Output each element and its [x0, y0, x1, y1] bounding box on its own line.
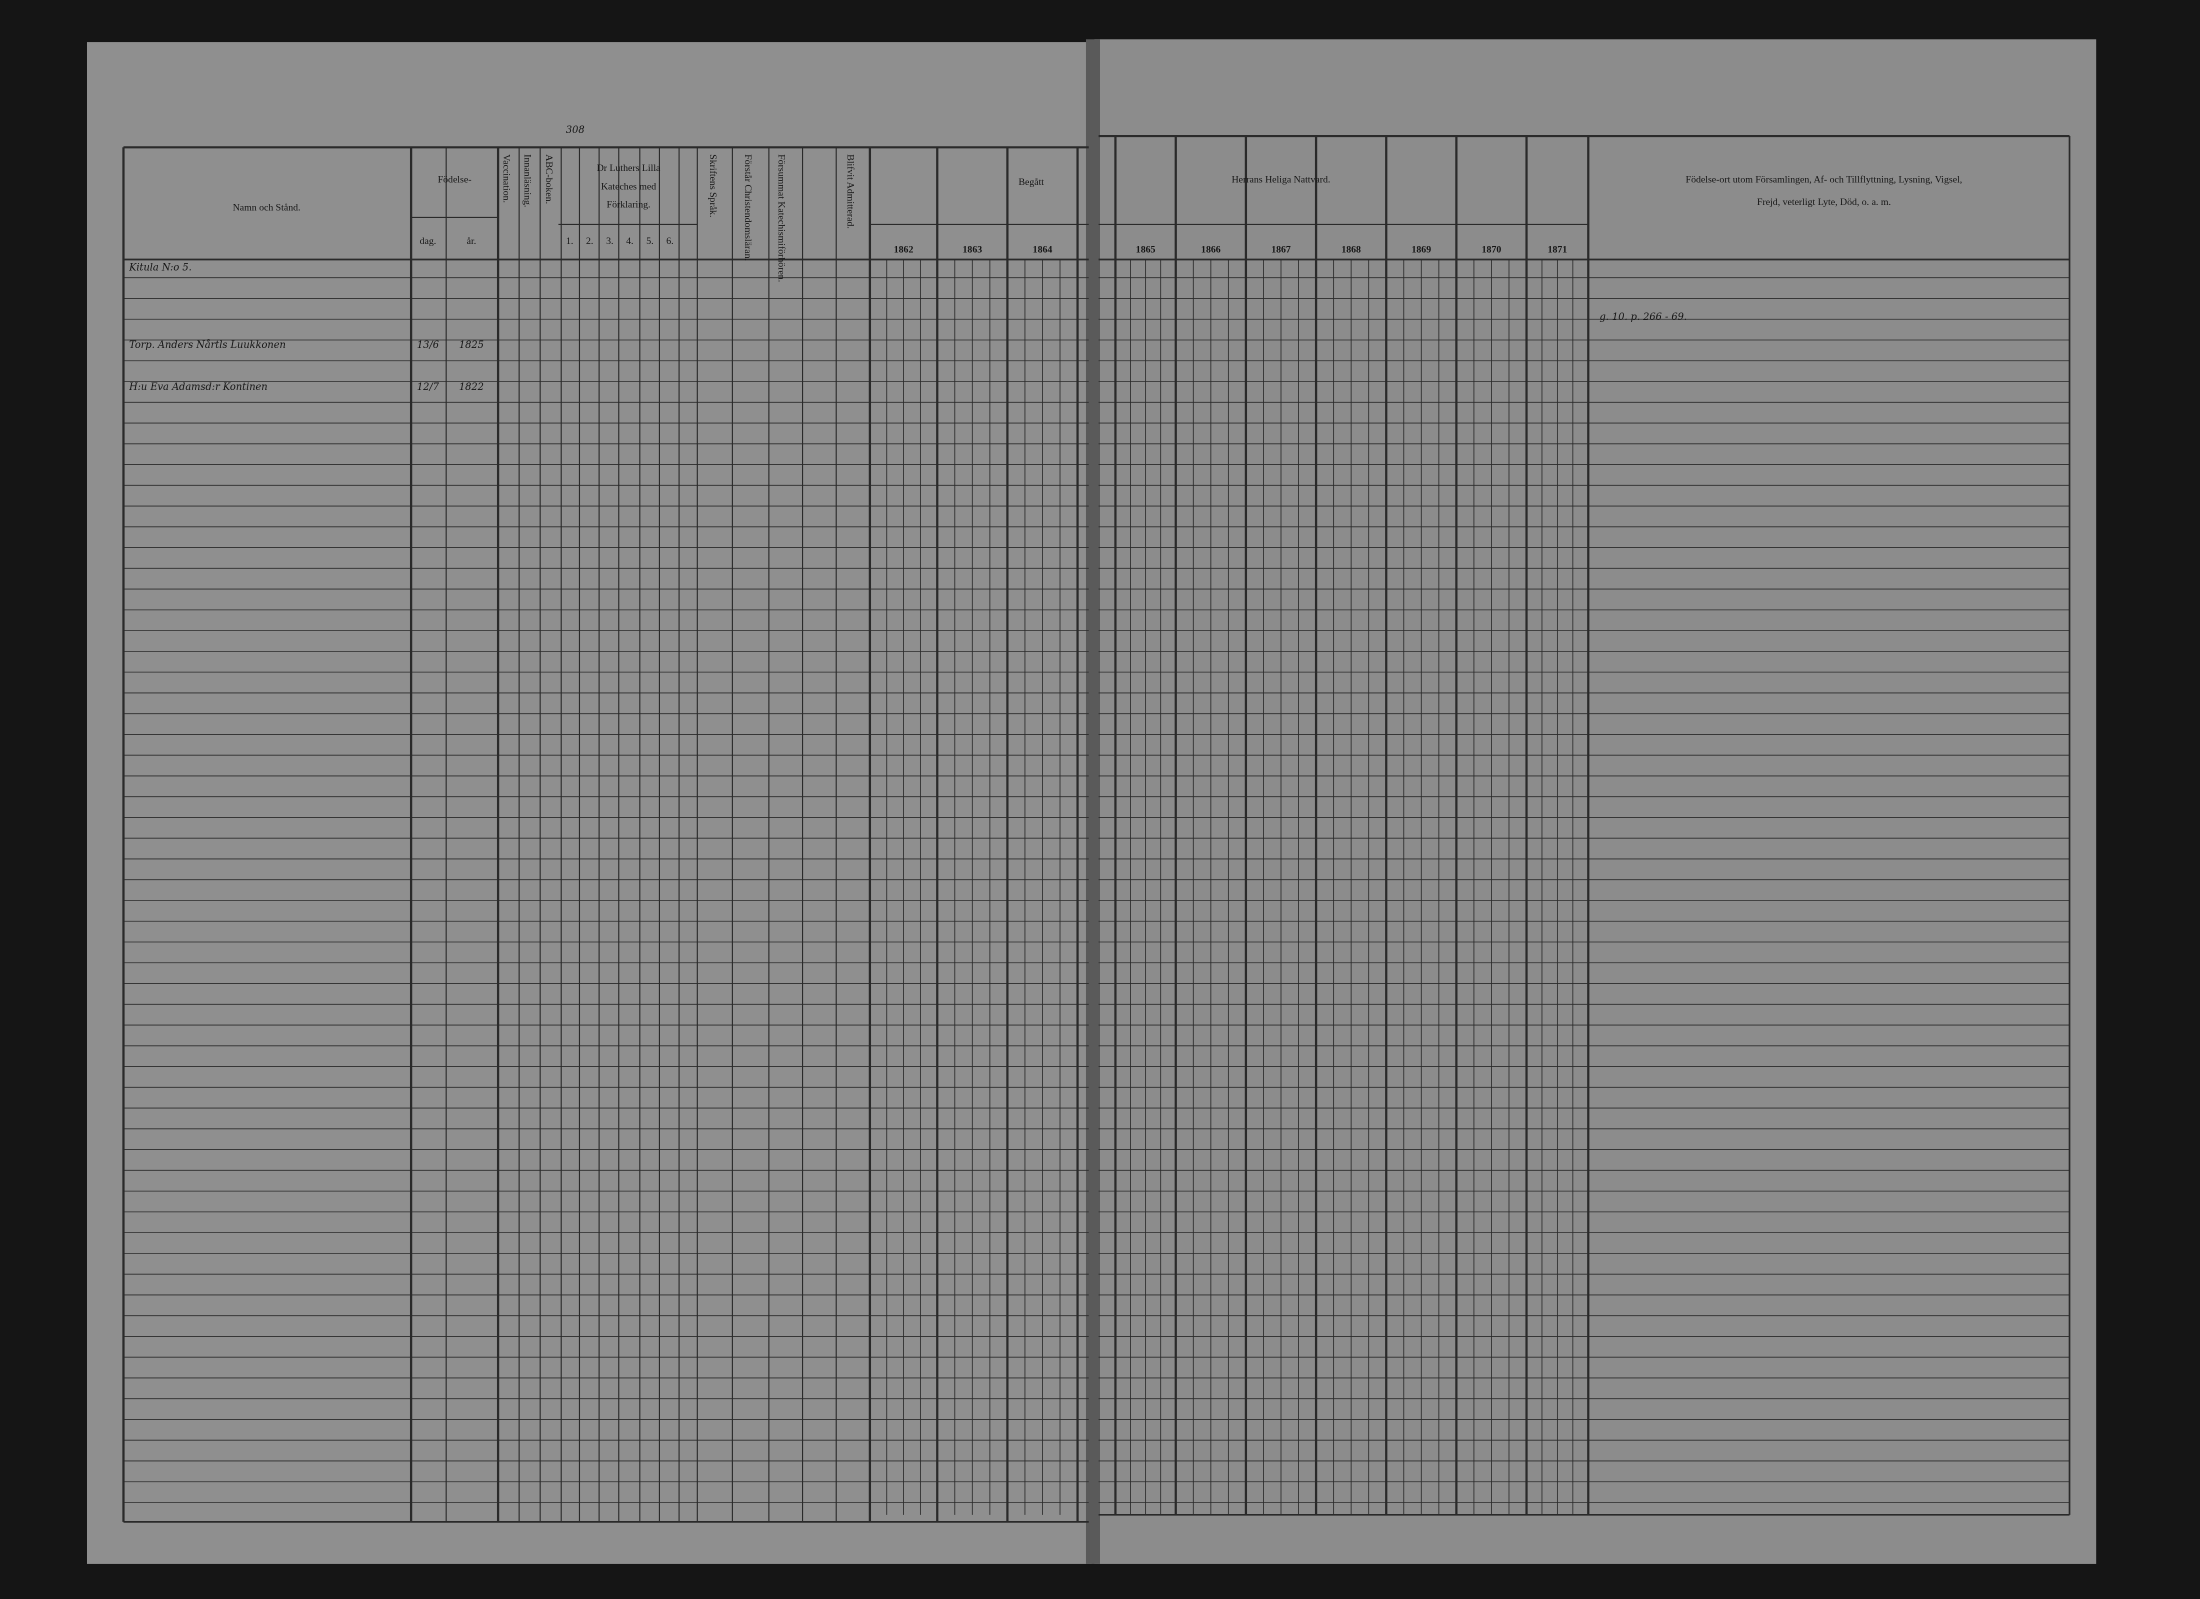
column-header: Begått: [1018, 177, 1044, 188]
column-header: Innanläsning.: [522, 154, 533, 207]
year-header: 1864: [1033, 244, 1053, 255]
year-header: 1869: [1412, 244, 1432, 255]
birth-year: 1822: [459, 382, 484, 393]
column-header: Vaccination.: [501, 154, 512, 203]
column-header: 5.: [646, 236, 653, 247]
year-header: 1870: [1482, 244, 1502, 255]
column-header: Herrans Heliga Nattvard.: [1232, 174, 1331, 185]
year-header: 1866: [1201, 244, 1221, 255]
left-page: [86, 42, 1092, 1564]
column-header: Födelse-: [438, 174, 472, 185]
column-header: 3.: [606, 236, 613, 247]
column-header: Blifvit Admitterad.: [844, 154, 855, 229]
column-header: Kateches med: [601, 181, 656, 192]
person-name: H:u Eva Adamsd:r Kontinen: [128, 382, 268, 393]
person-name: Torp. Anders Nårtls Luukkonen: [129, 339, 286, 351]
column-header: ABC-boken.: [543, 154, 554, 204]
year-header: 1865: [1136, 244, 1156, 255]
year-header: 1871: [1548, 244, 1568, 255]
column-header: 6.: [666, 236, 673, 247]
column-header: 1.: [566, 236, 573, 247]
right-page: [1094, 39, 2097, 1564]
year-header: 1862: [894, 244, 914, 255]
column-header: Förklaring.: [607, 200, 651, 211]
birth-day: 13/6: [417, 340, 439, 351]
column-header: 4.: [626, 236, 633, 247]
column-header: år.: [467, 236, 477, 247]
column-header: Dr Luthers Lilla: [597, 163, 661, 174]
remark: g. 10. p. 266 - 69.: [1599, 312, 1687, 323]
column-header: Födelse-ort utom Församlingen, Af- och T…: [1686, 174, 1963, 185]
year-header: 1867: [1271, 244, 1291, 255]
column-header: Namn och Stånd.: [233, 202, 301, 213]
gutter: [1085, 39, 1100, 1564]
household: Kitula N:o 5.: [128, 263, 192, 274]
column-header: Frejd, veterligt Lyte, Död, o. a. m.: [1757, 197, 1891, 208]
column-header: Förstår Christendomsläran.: [742, 154, 753, 261]
column-header: 2.: [586, 236, 593, 247]
birth-year: 1825: [459, 340, 484, 351]
column-header: Skriftens Språk.: [707, 154, 718, 217]
ruling: [122, 135, 2071, 1523]
column-header: dag.: [420, 236, 437, 247]
page-number: 308: [566, 125, 585, 136]
year-header: 1863: [963, 244, 983, 255]
column-header: Försummat Katechismiförhören.: [776, 154, 787, 282]
birth-day: 12/7: [417, 382, 440, 393]
year-header: 1868: [1341, 244, 1361, 255]
